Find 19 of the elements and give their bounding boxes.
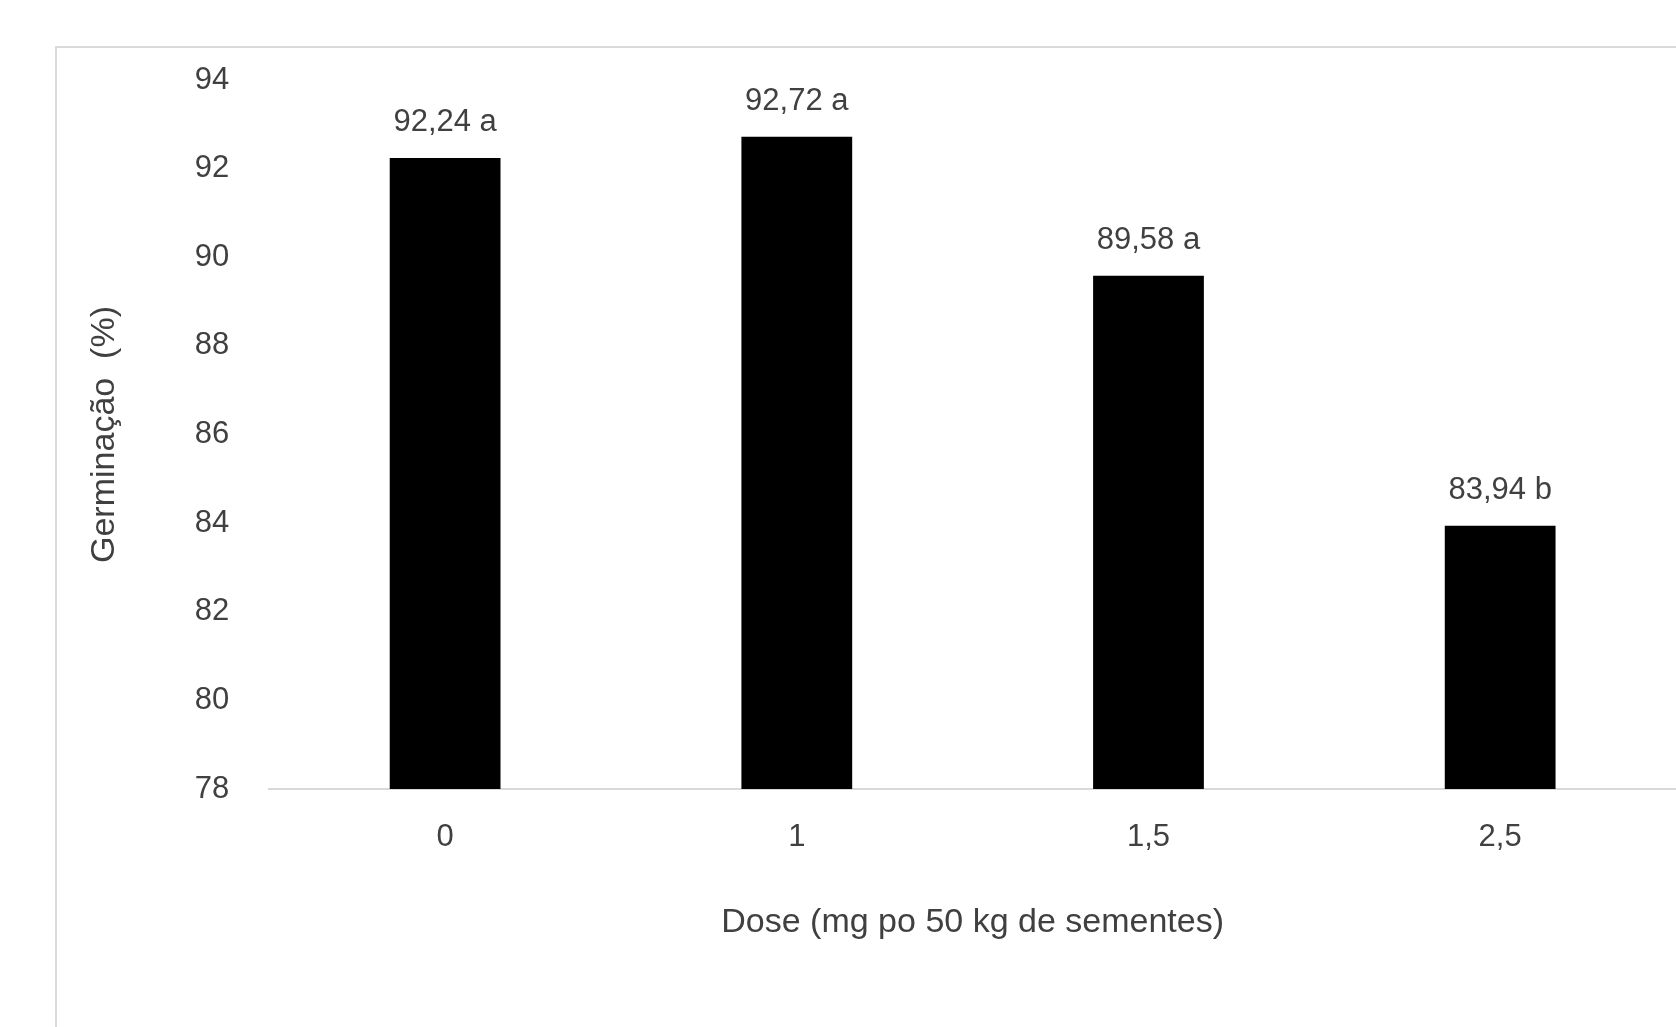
y-tick-label: 78: [194, 769, 230, 805]
x-axis-title: Dose (mg po 50 kg de sementes): [721, 900, 1224, 939]
y-axis-title: Germinação (%): [82, 306, 121, 563]
data-label: 92,72 a: [745, 81, 850, 117]
data-label: 83,94 b: [1448, 470, 1552, 506]
y-tick-label: 88: [194, 326, 230, 362]
y-tick-label: 86: [194, 415, 230, 451]
data-label: 89,58 a: [1096, 220, 1201, 256]
x-tick-label: 0: [436, 818, 454, 854]
y-tick-label: 80: [194, 680, 230, 716]
y-tick-label: 90: [194, 237, 230, 273]
y-tick-label: 92: [194, 149, 230, 185]
y-tick-label: 84: [194, 503, 230, 539]
data-label: 92,24 a: [393, 103, 498, 139]
x-tick-label: 1: [788, 818, 806, 854]
x-tick-label: 2,5: [1478, 818, 1522, 854]
y-tick-label: 82: [194, 592, 230, 628]
y-tick-label: 94: [194, 60, 230, 96]
x-tick-label: 1,5: [1126, 818, 1171, 854]
